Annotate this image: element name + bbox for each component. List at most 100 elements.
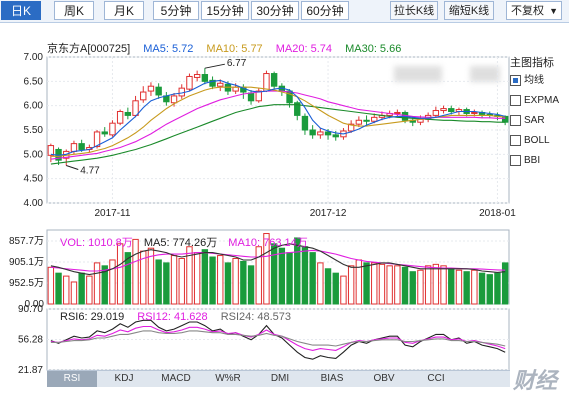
candle-body <box>201 74 209 82</box>
candle-body <box>355 119 363 125</box>
candle-body <box>70 143 78 152</box>
candle-body <box>217 82 224 87</box>
volume-bar <box>432 263 440 305</box>
candle-body <box>455 109 463 113</box>
tab-weekly-k[interactable]: 周K <box>54 1 94 20</box>
tab-30min[interactable]: 30分钟 <box>251 1 299 20</box>
volume-bar <box>440 265 447 305</box>
candle-body <box>378 114 386 118</box>
volume-bar <box>224 262 232 305</box>
option-ma[interactable]: 均线 <box>510 74 568 94</box>
high-pointer <box>204 63 225 69</box>
rsi-line-rsi12 <box>50 325 506 351</box>
watermark: 财经 <box>512 368 557 393</box>
tab-macd[interactable]: MACD <box>161 373 191 384</box>
volume-bar <box>471 269 478 305</box>
candle-body <box>309 129 316 136</box>
volume-y-tick-label: 0.00 <box>25 299 45 310</box>
checkbox-icon[interactable] <box>510 135 521 146</box>
volume-bar <box>324 268 332 305</box>
volume-y-tick-label: 857.7万 <box>9 236 44 247</box>
option-expma[interactable]: EXPMA <box>510 94 568 114</box>
rsi12-value: RSI12: 41.628 <box>137 311 208 323</box>
volume-bar <box>217 255 224 305</box>
checkbox-icon[interactable] <box>510 95 521 106</box>
tab-daily-k[interactable]: 日K <box>1 1 41 20</box>
rsi-legend: RSI6: 29.019 RSI12: 41.628 RSI24: 48.573 <box>60 311 301 323</box>
volume-bar <box>340 275 347 305</box>
rsi-y-tick-label: 90.70 <box>18 304 43 315</box>
main-y-tick-label: 6.00 <box>24 101 44 112</box>
shrink-k-button[interactable]: 缩短K线 <box>444 1 494 20</box>
tab-60min[interactable]: 60分钟 <box>301 1 349 20</box>
checkbox-icon[interactable] <box>510 75 521 86</box>
volume-bar <box>140 250 147 305</box>
candle-body <box>209 79 216 87</box>
candle-body <box>55 148 62 161</box>
tab-15min[interactable]: 15分钟 <box>201 1 249 20</box>
rsi-y-tick-label: 21.87 <box>18 365 43 376</box>
tab-wr[interactable]: W%R <box>215 373 241 384</box>
volume-bar <box>201 249 209 305</box>
volume-y-tick-label: 952.5万 <box>9 278 44 289</box>
candle-body <box>294 102 301 116</box>
side-panel-title: 主图指标 <box>510 57 554 69</box>
volume-bar <box>240 260 247 305</box>
volume-bar <box>463 271 470 305</box>
volume-bar <box>86 275 93 305</box>
chevron-down-icon: ▼ <box>549 6 558 16</box>
volume-bar <box>478 272 486 305</box>
candle-body <box>178 87 185 97</box>
ma20-line <box>50 90 506 160</box>
volume-bar <box>401 266 409 305</box>
volume-bar <box>486 274 493 305</box>
volume-bar <box>501 262 509 305</box>
option-boll[interactable]: BOLL <box>510 134 568 154</box>
candle-body <box>494 114 501 117</box>
candle-body <box>78 143 85 150</box>
candle-body <box>478 111 486 115</box>
tab-obv[interactable]: OBV <box>373 373 395 384</box>
candle-body <box>394 111 401 114</box>
volume-bar <box>155 259 162 305</box>
tab-dmi[interactable]: DMI <box>270 373 290 384</box>
main-y-tick-label: 5.00 <box>24 149 44 160</box>
ma10-line <box>50 86 506 157</box>
option-bbi[interactable]: BBI <box>510 154 568 174</box>
option-sar[interactable]: SAR <box>510 114 568 134</box>
rsi6-value: RSI6: 29.019 <box>60 311 125 323</box>
stretch-k-button[interactable]: 拉长K线 <box>390 1 438 20</box>
volume-bar <box>355 259 363 305</box>
volume-bar <box>255 246 262 305</box>
volume-bar <box>247 265 255 305</box>
candle-body <box>424 114 432 120</box>
tab-rsi[interactable]: RSI <box>47 371 97 387</box>
candle-body <box>247 92 255 102</box>
candle-body <box>93 131 101 148</box>
candle-body <box>116 111 124 124</box>
main-y-tick-label: 5.50 <box>24 125 44 136</box>
candle-body <box>417 118 424 123</box>
adjust-select-value: 不复权 <box>511 5 544 17</box>
candle-body <box>409 119 416 123</box>
option-label: 均线 <box>524 75 544 86</box>
ma5-line <box>50 79 506 156</box>
indicator-tabs: RSI KDJ MACD W%R DMI BIAS OBV CCI <box>47 370 510 387</box>
volume-bar <box>93 262 101 305</box>
tab-kdj[interactable]: KDJ <box>114 373 134 384</box>
tab-bias[interactable]: BIAS <box>320 373 344 384</box>
tab-cci[interactable]: CCI <box>427 373 445 384</box>
candle-body <box>193 74 201 78</box>
checkbox-icon[interactable] <box>510 155 521 166</box>
candle-body <box>101 131 108 135</box>
ma30-line <box>50 104 506 165</box>
tab-5min[interactable]: 5分钟 <box>153 1 199 20</box>
candle-body <box>240 86 247 93</box>
candle-body <box>440 108 447 112</box>
checkbox-icon[interactable] <box>510 115 521 126</box>
option-label: SAR <box>524 115 545 126</box>
tab-monthly-k[interactable]: 月K <box>104 1 144 20</box>
adjust-select[interactable]: 不复权 ▼ <box>506 1 562 20</box>
indicator-side-panel: 主图指标 均线 EXPMA SAR BOLL BBI <box>510 54 568 174</box>
main-y-tick-label: 6.50 <box>24 76 44 87</box>
